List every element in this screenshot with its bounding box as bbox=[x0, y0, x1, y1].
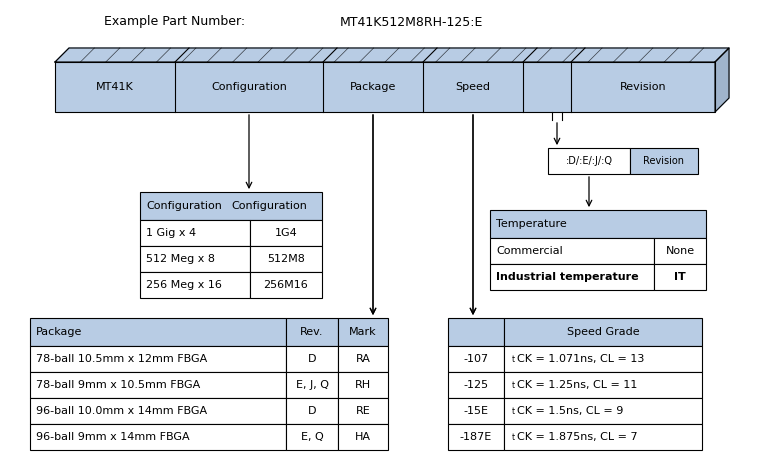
Text: CK = 1.875ns, CL = 7: CK = 1.875ns, CL = 7 bbox=[517, 432, 638, 442]
Text: 1G4: 1G4 bbox=[274, 228, 298, 238]
Text: 512 Meg x 8: 512 Meg x 8 bbox=[146, 254, 215, 264]
Bar bbox=[30, 424, 286, 450]
Text: HA: HA bbox=[355, 432, 371, 442]
Bar bbox=[338, 346, 388, 372]
Bar bbox=[250, 246, 322, 272]
Text: RE: RE bbox=[355, 406, 370, 416]
Text: RH: RH bbox=[355, 380, 371, 390]
Bar bbox=[448, 424, 504, 450]
Bar bbox=[504, 372, 702, 398]
Bar bbox=[250, 272, 322, 298]
Text: Temperature: Temperature bbox=[496, 219, 567, 229]
Text: Package: Package bbox=[36, 327, 82, 337]
Text: Configuration: Configuration bbox=[211, 82, 287, 92]
Bar bbox=[286, 346, 338, 372]
Bar bbox=[448, 372, 504, 398]
Text: Mark: Mark bbox=[349, 327, 377, 337]
Bar bbox=[286, 318, 338, 346]
Text: Industrial temperature: Industrial temperature bbox=[496, 272, 638, 282]
Bar bbox=[338, 424, 388, 450]
Polygon shape bbox=[55, 48, 729, 62]
Text: Package: Package bbox=[350, 82, 396, 92]
Bar bbox=[654, 264, 706, 290]
Text: 96-ball 10.0mm x 14mm FBGA: 96-ball 10.0mm x 14mm FBGA bbox=[36, 406, 207, 416]
Text: RA: RA bbox=[355, 354, 370, 364]
Bar bbox=[30, 398, 286, 424]
Bar bbox=[504, 424, 702, 450]
Text: CK = 1.5ns, CL = 9: CK = 1.5ns, CL = 9 bbox=[517, 406, 624, 416]
Bar bbox=[654, 238, 706, 264]
Text: :D/:E/:J/:Q: :D/:E/:J/:Q bbox=[565, 156, 612, 166]
Text: Speed Grade: Speed Grade bbox=[567, 327, 639, 337]
Bar bbox=[140, 272, 250, 298]
Text: CK = 1.25ns, CL = 11: CK = 1.25ns, CL = 11 bbox=[517, 380, 638, 390]
Text: t: t bbox=[512, 433, 515, 442]
Bar bbox=[338, 398, 388, 424]
Bar bbox=[286, 424, 338, 450]
Bar bbox=[30, 372, 286, 398]
Text: E, Q: E, Q bbox=[301, 432, 323, 442]
Text: t: t bbox=[512, 355, 515, 363]
Bar bbox=[250, 220, 322, 246]
Bar bbox=[338, 372, 388, 398]
Text: 256M16: 256M16 bbox=[264, 280, 308, 290]
Bar bbox=[140, 220, 250, 246]
Bar bbox=[140, 192, 322, 220]
Text: MT41K512M8RH-125:E: MT41K512M8RH-125:E bbox=[340, 15, 483, 29]
Text: D: D bbox=[308, 354, 316, 364]
Text: Example Part Number:: Example Part Number: bbox=[104, 15, 245, 29]
Bar bbox=[30, 346, 286, 372]
Bar bbox=[448, 398, 504, 424]
Text: E, J, Q: E, J, Q bbox=[295, 380, 328, 390]
Text: t: t bbox=[512, 406, 515, 415]
Bar bbox=[286, 398, 338, 424]
Text: Rev.: Rev. bbox=[300, 327, 324, 337]
Text: 1 Gig x 4: 1 Gig x 4 bbox=[146, 228, 196, 238]
Bar bbox=[140, 246, 250, 272]
Text: Revision: Revision bbox=[620, 82, 666, 92]
Bar bbox=[448, 346, 504, 372]
Text: MT41K: MT41K bbox=[96, 82, 134, 92]
Text: 512M8: 512M8 bbox=[267, 254, 305, 264]
Text: -15E: -15E bbox=[463, 406, 489, 416]
Text: 78-ball 9mm x 10.5mm FBGA: 78-ball 9mm x 10.5mm FBGA bbox=[36, 380, 200, 390]
Text: Configuration: Configuration bbox=[231, 201, 307, 211]
Polygon shape bbox=[715, 48, 729, 112]
Bar bbox=[490, 210, 706, 238]
Bar bbox=[490, 264, 654, 290]
Bar bbox=[548, 148, 630, 174]
Bar bbox=[630, 148, 698, 174]
Bar bbox=[504, 346, 702, 372]
Text: IT: IT bbox=[674, 272, 686, 282]
Bar bbox=[286, 372, 338, 398]
Text: 256 Meg x 16: 256 Meg x 16 bbox=[146, 280, 222, 290]
Text: D: D bbox=[308, 406, 316, 416]
Text: -187E: -187E bbox=[460, 432, 492, 442]
Bar bbox=[55, 62, 715, 112]
Bar bbox=[504, 398, 702, 424]
Bar bbox=[30, 318, 286, 346]
Text: Speed: Speed bbox=[456, 82, 490, 92]
Text: 78-ball 10.5mm x 12mm FBGA: 78-ball 10.5mm x 12mm FBGA bbox=[36, 354, 207, 364]
Text: 96-ball 9mm x 14mm FBGA: 96-ball 9mm x 14mm FBGA bbox=[36, 432, 190, 442]
Text: Revision: Revision bbox=[644, 156, 685, 166]
Text: -107: -107 bbox=[463, 354, 489, 364]
Text: Commercial: Commercial bbox=[496, 246, 563, 256]
Text: Configuration: Configuration bbox=[146, 201, 222, 211]
Text: t: t bbox=[512, 381, 515, 390]
Bar bbox=[504, 318, 702, 346]
Text: None: None bbox=[665, 246, 695, 256]
Bar bbox=[490, 238, 654, 264]
Bar bbox=[338, 318, 388, 346]
Text: -125: -125 bbox=[463, 380, 489, 390]
Bar bbox=[448, 318, 504, 346]
Text: CK = 1.071ns, CL = 13: CK = 1.071ns, CL = 13 bbox=[517, 354, 645, 364]
